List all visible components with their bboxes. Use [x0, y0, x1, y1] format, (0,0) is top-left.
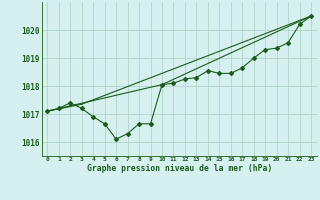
X-axis label: Graphe pression niveau de la mer (hPa): Graphe pression niveau de la mer (hPa) — [87, 164, 272, 173]
